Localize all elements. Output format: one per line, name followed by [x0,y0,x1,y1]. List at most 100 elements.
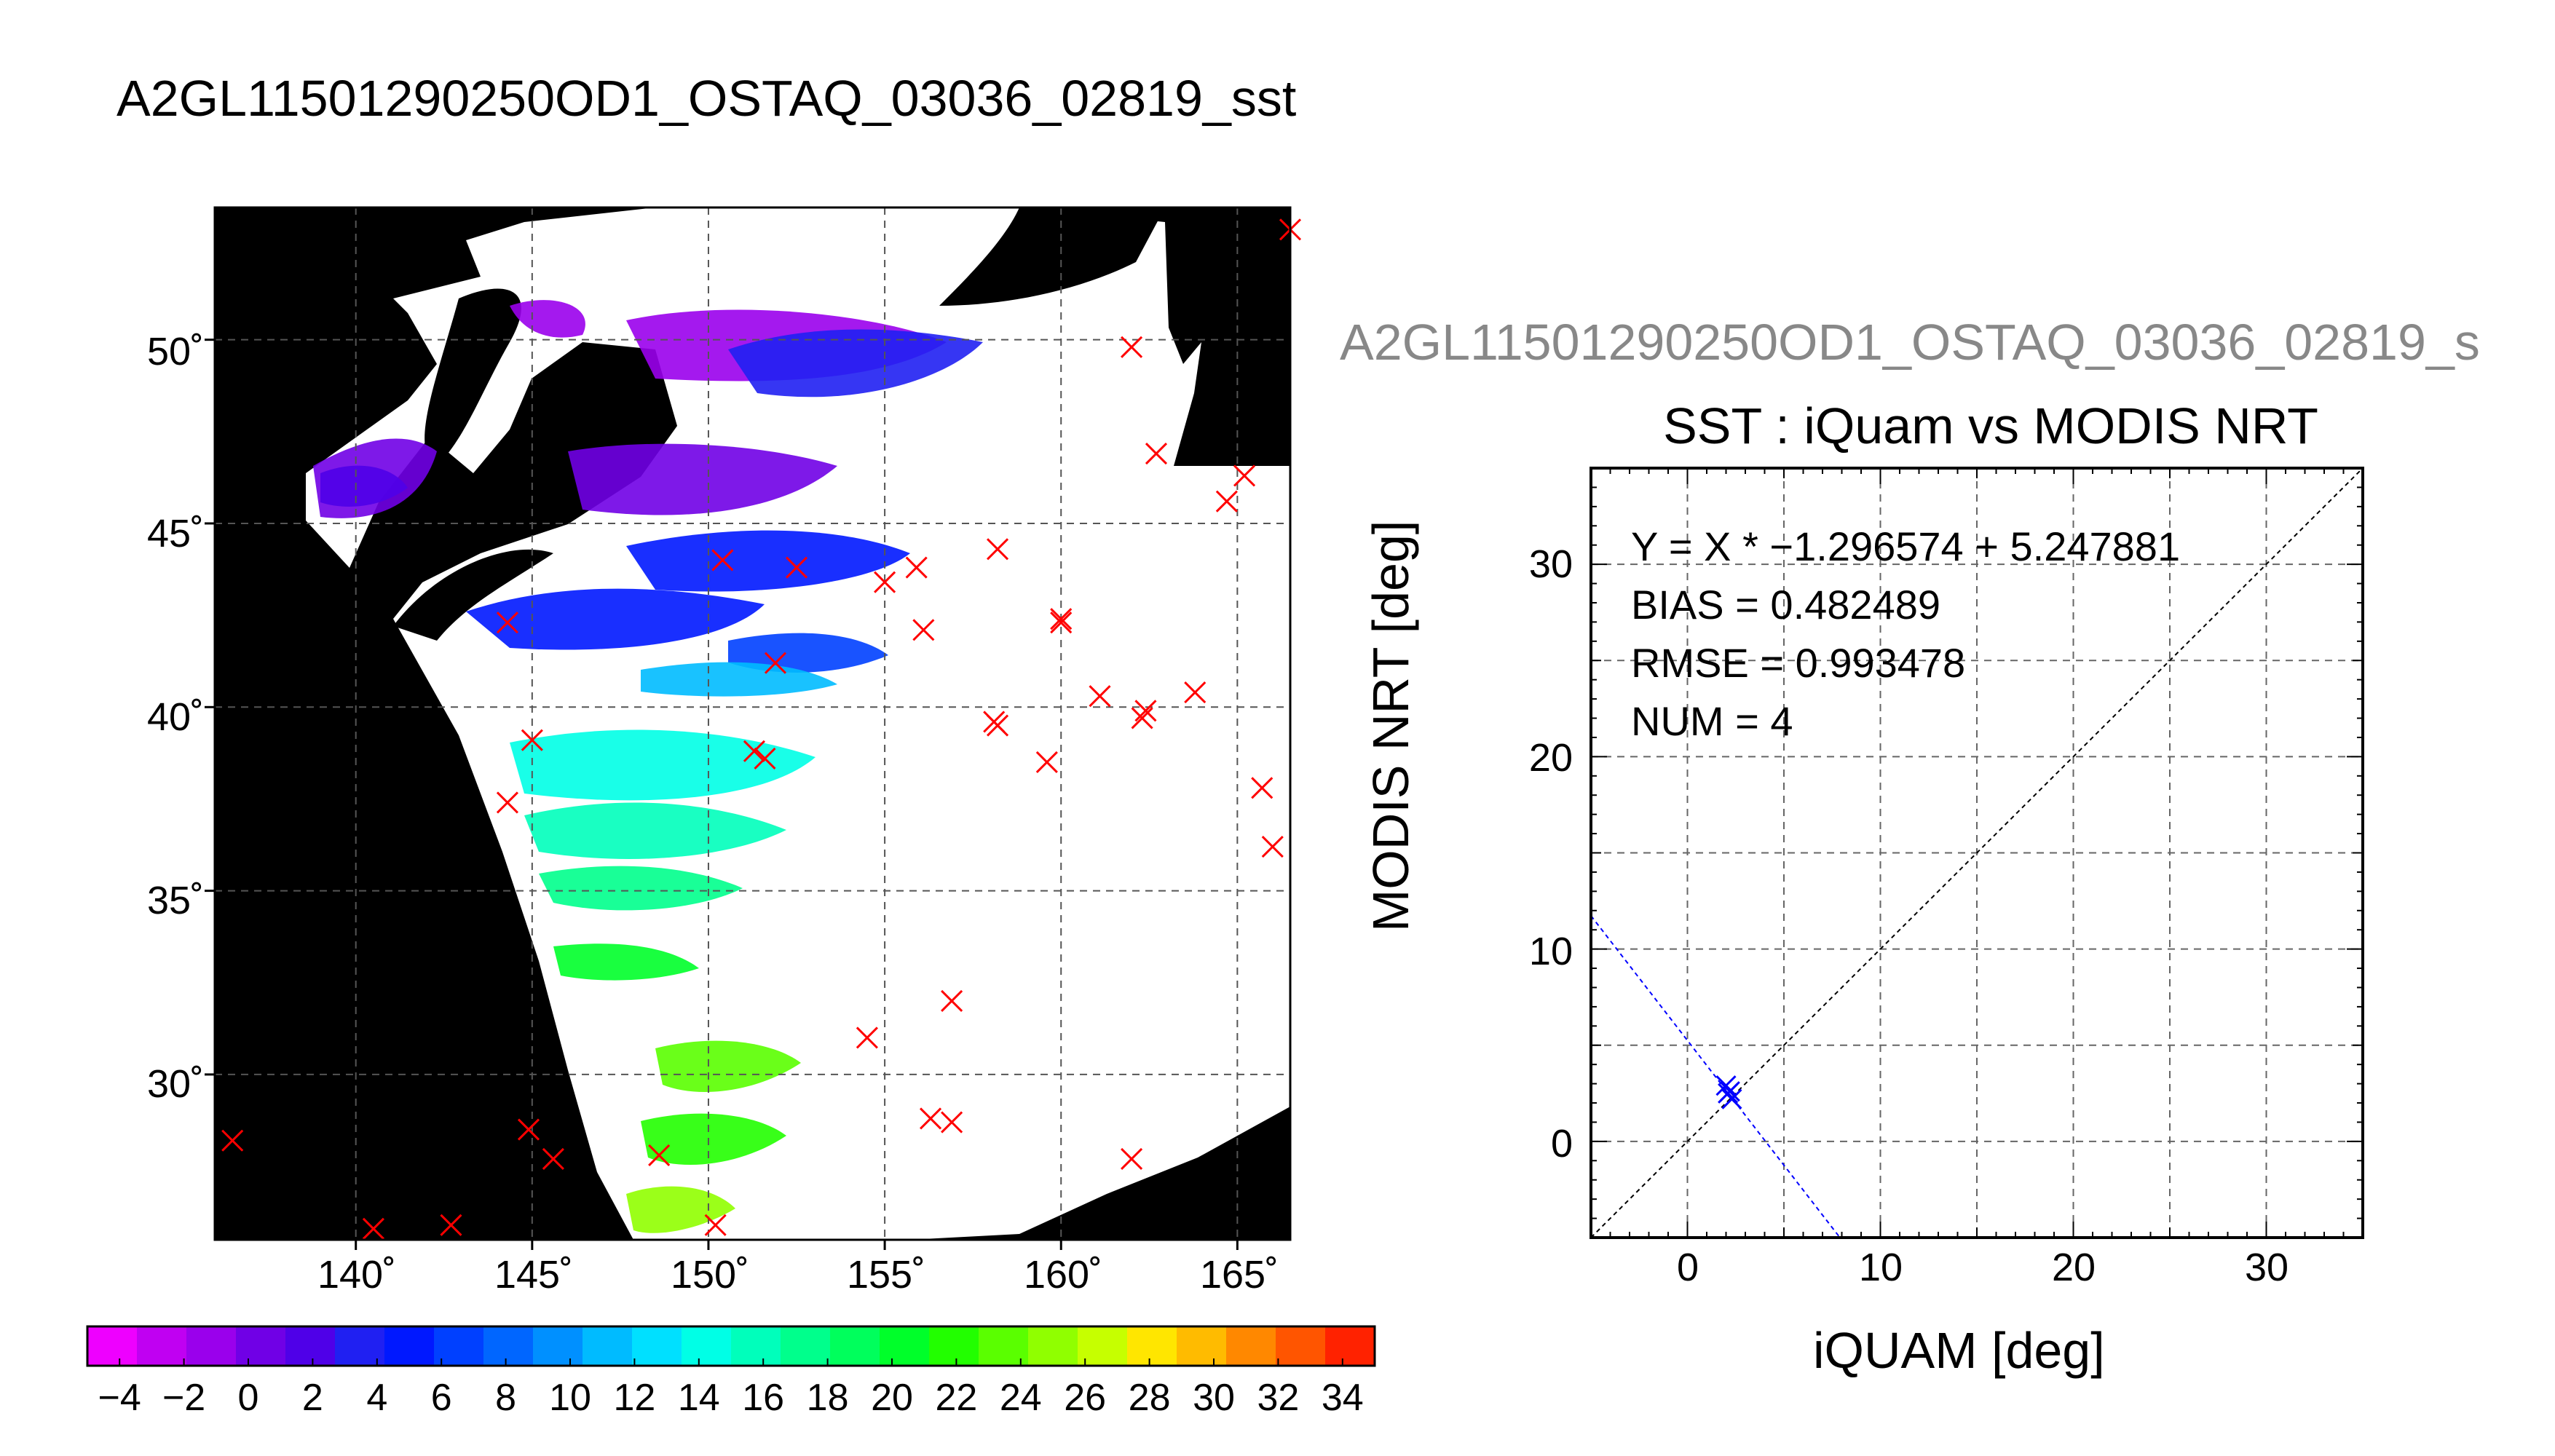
match-point-marker [711,549,734,571]
stat-bias: BIAS = 0.482489 [1631,582,1941,628]
colorbar-tick-label: 34 [1321,1377,1364,1419]
colorbar-segment [1226,1326,1276,1366]
colorbar-segment [384,1326,435,1366]
match-point-marker [1251,777,1273,799]
match-point-marker [919,1107,942,1130]
sst-patch [510,300,585,338]
scatter-y-tick: 0 [1550,1122,1573,1166]
scatter-x-tick: 10 [1858,1246,1903,1289]
match-point-marker [1050,612,1073,634]
hokkaido-land [393,549,553,641]
map-lon-tick: 160˚ [1023,1253,1103,1297]
sst-patch [466,588,765,650]
kamchatka-land [939,207,1165,306]
match-point-marker [542,1147,564,1171]
colorbar-frame [86,1325,1376,1367]
map-lat-tick: 50˚ [146,330,204,373]
scatter-x-axis-label: iQUAM [deg] [1813,1322,2105,1379]
map-lat-tick: 45˚ [146,512,204,555]
match-point-marker [221,1129,244,1152]
colorbar-segment [1325,1326,1375,1366]
scatter-y-tick: 20 [1528,736,1573,780]
scatter-y-axis-label: MODIS NRT [deg] [1362,520,1419,932]
sst-patch [641,1113,786,1165]
sst-patch [524,802,786,859]
colorbar-segment [583,1326,633,1366]
match-point-marker [496,791,518,814]
sst-patch [320,465,408,507]
match-point-marker [986,538,1009,561]
colorbar-segment [632,1326,682,1366]
regression-line [1590,915,1841,1238]
sst-patch [510,729,816,801]
map-lon-tick: 140˚ [317,1253,397,1297]
scatter-point [1721,1088,1742,1109]
match-point-marker [517,1118,540,1141]
match-point-marker [1261,835,1284,858]
scatter-x-tick: 0 [1676,1246,1699,1289]
colorbar-segment [285,1326,336,1366]
match-point-marker [856,1026,878,1049]
scatter-y-tick: 10 [1528,930,1573,973]
scatter-point [1715,1075,1737,1096]
sst-patch [641,662,837,697]
colorbar-tick-label: 30 [1193,1377,1235,1419]
map-lat-tick: 30˚ [146,1062,204,1106]
match-point-marker [1184,681,1207,704]
stat-num: NUM = 4 [1631,698,1793,744]
colorbar-segment [87,1326,138,1366]
colorbar-tick-label: −4 [98,1377,141,1419]
colorbar-tick-label: 26 [1064,1377,1107,1419]
match-point-marker [496,612,518,634]
scatter-y-tick: 30 [1528,542,1573,586]
colorbar-segment [929,1326,979,1366]
match-point-marker [1089,685,1111,708]
colorbar-segment [137,1326,187,1366]
colorbar-tick-label: 32 [1257,1377,1300,1419]
match-point-marker [874,571,896,593]
match-point-marker [440,1214,462,1236]
colorbar-segment [781,1326,831,1366]
sst-patch [626,530,910,592]
colorbar-segment [1177,1326,1227,1366]
map-lat-tick: 40˚ [146,695,204,739]
match-point-marker [941,1111,963,1133]
colorbar-tick-label: 6 [430,1377,452,1419]
sst-patch [728,329,983,397]
colorbar-segment [1028,1326,1078,1366]
match-point-marker [362,1217,384,1240]
map-frame [213,206,1292,1241]
match-point-marker [1134,700,1157,722]
colorbar-segment [533,1326,583,1366]
sakhalin-land [424,288,521,466]
colorbar-segment [731,1326,781,1366]
scatter-title: SST : iQuam vs MODIS NRT [1663,397,2318,454]
match-point-marker [912,619,935,641]
match-point-marker [905,556,928,579]
colorbar-tick-label: 2 [301,1377,323,1419]
match-point-marker [1233,464,1256,487]
colorbar-tick-label: 16 [742,1377,785,1419]
match-point-marker [648,1144,671,1167]
colorbar-tick-label: 0 [237,1377,259,1419]
match-point-marker [941,989,963,1013]
match-point-marker [785,556,808,579]
map-lon-tick: 165˚ [1199,1253,1279,1297]
colorbar-tick-label: 24 [999,1377,1042,1419]
colorbar-tick-label: 14 [677,1377,720,1419]
colorbar-tick-label: −2 [162,1377,206,1419]
colorbar-tick-label: 4 [366,1377,388,1419]
colorbar-segment [186,1326,237,1366]
match-point-marker [743,740,765,762]
match-point-marker [1145,443,1168,465]
satellite-swath-area [306,207,1290,1240]
match-point-marker [1215,490,1238,513]
colorbar-tick-label: 12 [613,1377,656,1419]
colorbar-tick-label: 22 [935,1377,978,1419]
scatter-panel-file-title: A2GL11501290250OD1_OSTAQ_03036_02819_s [1340,314,2480,371]
stat-regression-equation: Y = X * −1.296574 + 5.247881 [1631,523,2181,569]
one-to-one-line [1590,467,2364,1238]
scatter-point [1719,1081,1740,1102]
match-point-marker [754,747,776,770]
